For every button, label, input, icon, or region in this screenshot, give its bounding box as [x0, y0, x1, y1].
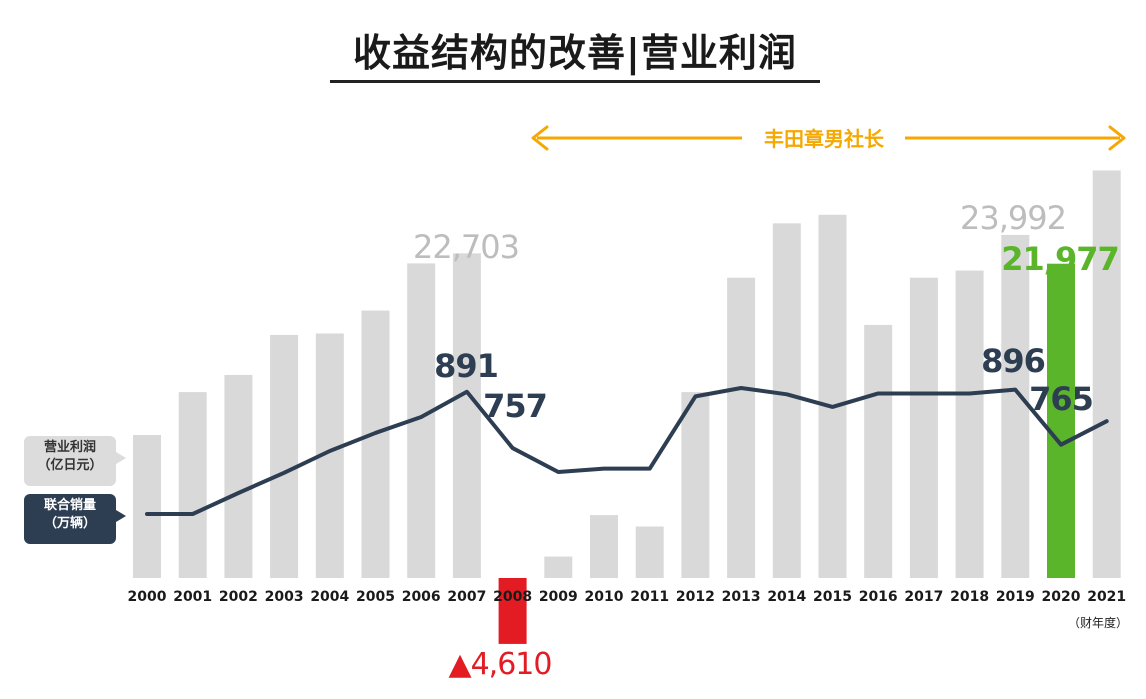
x-tick-label-2016: 2016 — [859, 589, 898, 605]
data-label-profit-2007: 22,703 — [413, 228, 519, 266]
data-label-profit-2008: ▲4,610 — [449, 647, 552, 682]
legend-sales-label: 联合销量 — [43, 498, 96, 513]
profit-bar-2010 — [590, 515, 618, 578]
x-tick-label-2001: 2001 — [173, 589, 212, 605]
x-tick-label-2003: 2003 — [265, 589, 304, 605]
profit-bar-2000 — [133, 435, 161, 578]
x-tick-label-2015: 2015 — [813, 589, 852, 605]
data-label-profit-2019: 23,992 — [960, 199, 1066, 237]
x-tick-label-2008: 2008 — [493, 589, 532, 605]
x-tick-label-2011: 2011 — [630, 589, 669, 605]
data-label-sales-2019: 896 — [981, 342, 1045, 380]
legend-operating-profit: 营业利润 （亿日元） — [24, 436, 116, 486]
x-tick-label-2017: 2017 — [904, 589, 943, 605]
profit-bar-2002 — [224, 374, 253, 578]
x-tick-label-2012: 2012 — [676, 589, 715, 605]
x-tick-label-2004: 2004 — [310, 589, 349, 605]
data-label-profit-2020: 21,977 — [1001, 240, 1118, 278]
title-underline — [330, 80, 820, 83]
profit-bar-2014 — [772, 223, 801, 579]
profit-bar-2013 — [727, 277, 756, 578]
legend-sales-unit: （万辆） — [43, 516, 96, 531]
profit-bar-2015 — [818, 214, 847, 578]
legend-sales-volume: 联合销量 （万辆） — [24, 494, 116, 544]
profit-bar-2018 — [955, 270, 984, 578]
profit-bar-2011 — [635, 526, 664, 578]
legend-sales-pointer — [116, 510, 126, 522]
x-tick-label-2019: 2019 — [996, 589, 1035, 605]
profit-bar-2016 — [864, 324, 893, 578]
x-tick-label-2010: 2010 — [585, 589, 624, 605]
president-span-arrow-right — [1108, 125, 1126, 151]
x-tick-label-2014: 2014 — [767, 589, 806, 605]
x-tick-label-2013: 2013 — [722, 589, 761, 605]
x-tick-label-2020: 2020 — [1042, 589, 1081, 605]
profit-bar-2008 — [498, 578, 527, 644]
x-tick-label-2009: 2009 — [539, 589, 578, 605]
profit-bar-2005 — [361, 310, 390, 578]
profit-bar-2001 — [178, 392, 207, 578]
x-tick-label-2021: 2021 — [1087, 589, 1126, 605]
legend-profit-label: 营业利润 — [43, 440, 96, 455]
data-label-sales-2007: 891 — [434, 347, 498, 385]
profit-bar-2021 — [1092, 170, 1121, 578]
legend-profit-pointer — [116, 452, 126, 464]
president-span-label: 丰田章男社长 — [764, 127, 885, 151]
profit-bar-2019 — [1001, 234, 1030, 578]
profit-bar-2009 — [544, 556, 573, 578]
profit-bar-2020 — [1047, 263, 1075, 578]
chart-title: 收益结构的改善|营业利润 — [353, 31, 797, 75]
fiscal-year-note: （财年度） — [1068, 616, 1129, 630]
x-tick-label-2007: 2007 — [447, 589, 486, 605]
data-label-sales-2020: 765 — [1029, 380, 1093, 418]
legend-profit-unit: （亿日元） — [37, 458, 103, 473]
x-tick-label-2005: 2005 — [356, 589, 395, 605]
sales-volume-line — [145, 386, 1109, 516]
x-tick-label-2006: 2006 — [402, 589, 441, 605]
profit-bar-2012 — [681, 392, 710, 578]
x-tick-label-2000: 2000 — [128, 589, 167, 605]
profit-bar-2007 — [452, 253, 481, 578]
profit-bar-2017 — [909, 277, 938, 578]
president-span-arrow-left — [531, 125, 549, 151]
data-label-sales-2008: 757 — [483, 387, 547, 425]
profit-bar-2003 — [270, 334, 299, 578]
x-tick-label-2018: 2018 — [950, 589, 989, 605]
x-tick-label-2002: 2002 — [219, 589, 258, 605]
